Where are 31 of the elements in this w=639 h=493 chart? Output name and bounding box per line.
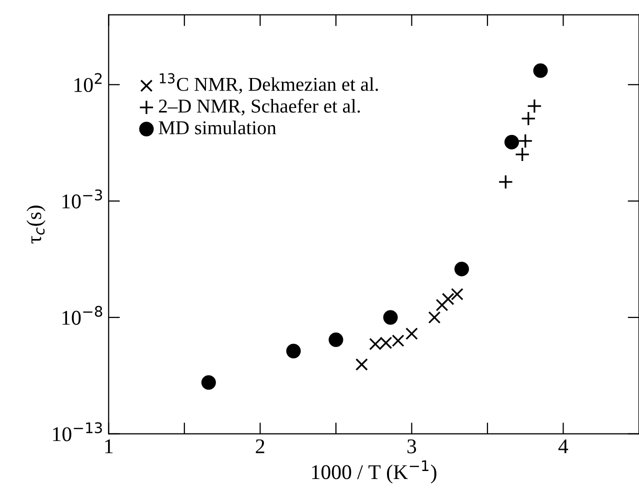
point [504,134,519,150]
point [442,292,454,306]
point [383,310,398,325]
legend-label: MD simulation [158,120,276,134]
point [355,358,368,371]
point [533,63,548,78]
point [428,311,441,324]
x-tick-label: 1 [105,439,113,454]
x-tick-label: 2 [256,439,264,454]
point [436,298,448,312]
x-axis-title: 1000 / T (K$^{−1}$) [312,460,436,484]
y-tick-label: 10$^{−8}$ [62,306,102,325]
x-tick-label: 3 [407,439,416,454]
y-tick-label: 10$^{−3}$ [62,189,102,208]
point [201,375,216,390]
point [450,288,464,300]
point [405,327,418,340]
legend-label: $^{13}$C NMR, Dekmezian et al. [160,73,378,94]
x-tick-label: 4 [558,439,568,454]
y-tick-label: 10$^{−13}$ [53,422,102,442]
point [527,98,542,114]
point [520,111,536,126]
y-axis-title: τ$_{c}$(s) [26,206,46,244]
point [514,147,530,162]
point [328,332,344,348]
point [498,174,514,190]
point [286,344,301,358]
point [454,262,469,276]
point [518,134,533,148]
legend-label: 2–D NMR, Schaefer et al. [158,98,360,116]
y-tick-label: 10$^{2}$ [74,73,102,92]
